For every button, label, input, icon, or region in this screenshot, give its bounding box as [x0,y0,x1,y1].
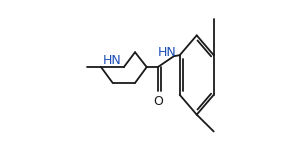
Text: O: O [153,95,163,108]
Text: HN: HN [102,54,121,67]
Text: HN: HN [158,46,177,59]
